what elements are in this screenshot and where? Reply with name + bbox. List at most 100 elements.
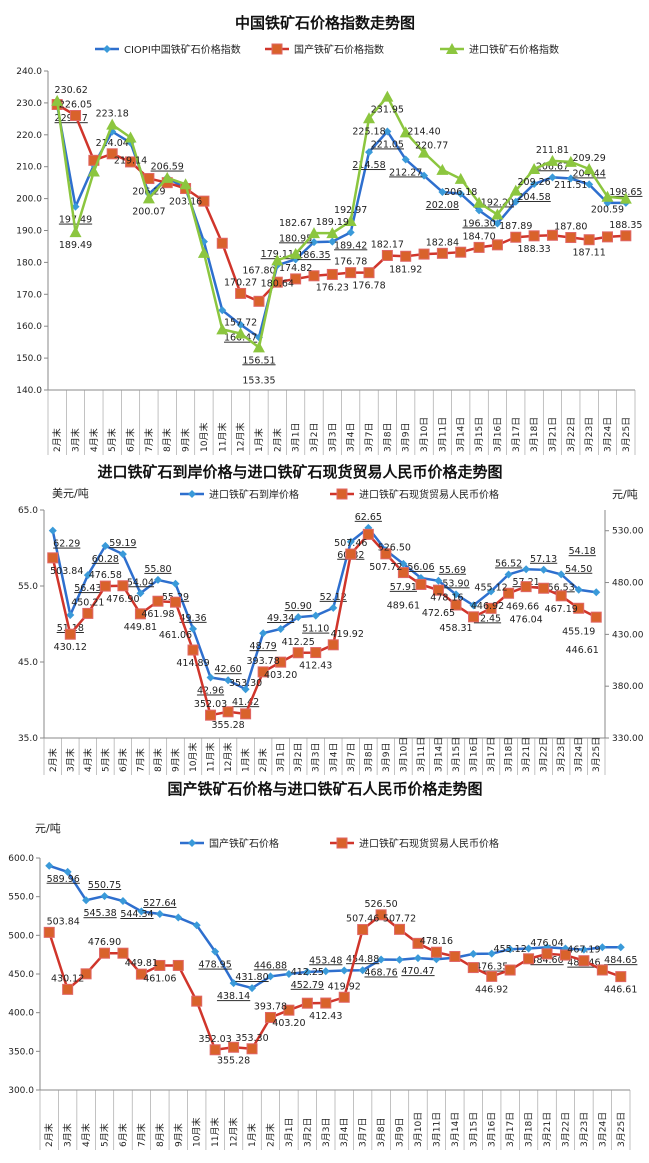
- data-label: 455.12: [494, 944, 527, 955]
- data-point: [399, 559, 408, 568]
- x-tick-label: 3月14日: [456, 417, 467, 452]
- data-point: [522, 565, 531, 574]
- data-label: 589.96: [47, 874, 80, 885]
- y-tick-label: 140.0: [16, 386, 42, 396]
- x-tick-label: 5月末: [99, 748, 111, 772]
- data-point: [80, 968, 92, 980]
- data-point: [565, 232, 577, 244]
- data-point: [436, 247, 448, 259]
- data-point: [211, 947, 220, 956]
- x-tick-label: 10月末: [191, 1118, 203, 1147]
- legend-marker: [271, 43, 283, 55]
- data-label: 41.42: [232, 697, 259, 708]
- data-point: [284, 970, 293, 978]
- y-tick-label: 55.0: [18, 582, 38, 592]
- x-tick-label: 5月末: [106, 428, 118, 452]
- x-tick-label: 3月24日: [574, 737, 585, 772]
- x-tick-label: 7月末: [143, 428, 155, 452]
- data-point: [363, 112, 376, 124]
- data-point: [246, 1043, 258, 1055]
- data-point: [566, 174, 575, 183]
- data-label: 438.14: [217, 991, 250, 1002]
- data-point: [548, 173, 557, 182]
- data-point: [248, 984, 257, 993]
- data-point: [380, 548, 392, 560]
- data-point: [383, 127, 392, 136]
- legend-label: 进口铁矿石价格指数: [469, 43, 559, 56]
- data-point: [240, 708, 252, 720]
- data-point: [69, 226, 82, 238]
- data-label: 206.67: [536, 161, 569, 172]
- data-point: [63, 867, 72, 876]
- legend-marker: [188, 839, 196, 847]
- data-point: [451, 590, 460, 599]
- data-label: 431.80: [235, 972, 268, 983]
- data-point: [289, 247, 302, 259]
- x-tick-label: 7月末: [135, 1123, 147, 1147]
- data-point: [491, 208, 504, 220]
- data-point: [257, 666, 269, 678]
- data-label: 200.07: [132, 206, 165, 217]
- x-tick-label: 3月7日: [364, 423, 375, 452]
- x-tick-label: 3月2日: [302, 1118, 313, 1147]
- series-3: 230.62 189.49 223.18 219.14 200.07 157.72 153.…: [51, 85, 632, 386]
- x-tick-label: 6月末: [125, 428, 137, 452]
- data-label: 220.77: [415, 140, 448, 151]
- data-point: [48, 526, 57, 535]
- data-point: [310, 647, 322, 659]
- data-point: [283, 1004, 295, 1016]
- data-label: 60.28: [92, 554, 119, 565]
- data-label: 544.34: [120, 909, 153, 920]
- data-point: [326, 227, 339, 239]
- x-tick-label: 3月16日: [487, 1112, 498, 1147]
- data-label: 458.31: [439, 623, 472, 634]
- x-tick-label: 3月14日: [450, 1112, 461, 1147]
- data-point: [449, 950, 461, 962]
- data-label: 476.04: [530, 938, 563, 949]
- data-point: [169, 596, 181, 608]
- data-label: 62.29: [53, 539, 80, 550]
- data-label: 489.61: [387, 601, 420, 612]
- x-tick-label: 2月末: [264, 1123, 276, 1147]
- y2-tick-label: 530.00: [612, 527, 644, 537]
- data-point: [539, 565, 548, 574]
- data-point: [420, 171, 429, 180]
- x-tick-label: 11月末: [216, 423, 228, 452]
- data-point: [430, 946, 442, 958]
- y-tick-label: 220.0: [16, 131, 42, 141]
- x-tick-label: 3月8日: [382, 423, 393, 452]
- data-point: [216, 237, 228, 249]
- data-point: [381, 90, 394, 102]
- x-tick-label: 3月23日: [556, 737, 567, 772]
- x-tick-label: 3月3日: [321, 1118, 332, 1147]
- x-tick-label: 3月11日: [431, 1112, 442, 1147]
- data-point: [228, 1041, 240, 1053]
- data-label: 226.05: [59, 100, 92, 111]
- data-label: 176.78: [334, 257, 367, 268]
- data-label: 476.04: [509, 615, 542, 626]
- data-label: 503.84: [50, 566, 83, 577]
- y-tick-label: 600.0: [8, 854, 34, 864]
- data-label: 430.12: [51, 973, 84, 984]
- data-point: [504, 570, 513, 579]
- data-point: [345, 548, 357, 560]
- data-point: [118, 897, 127, 906]
- data-point: [434, 576, 443, 585]
- data-point: [161, 171, 174, 183]
- data-point: [475, 206, 484, 215]
- data-label: 188.33: [517, 244, 550, 255]
- x-tick-label: 3月18日: [524, 1112, 535, 1147]
- data-point: [596, 964, 608, 976]
- data-point: [206, 673, 215, 682]
- y-tick-label: 500.0: [8, 931, 34, 941]
- data-point: [224, 676, 233, 685]
- data-point: [308, 270, 320, 282]
- data-point: [264, 1011, 276, 1023]
- data-point: [578, 955, 590, 967]
- data-point: [66, 611, 75, 620]
- data-label: 214.04: [96, 138, 129, 149]
- data-label: 507.72: [383, 913, 416, 924]
- x-tick-label: 9月末: [172, 1123, 184, 1147]
- data-label: 54.50: [565, 564, 592, 575]
- data-point: [276, 625, 285, 634]
